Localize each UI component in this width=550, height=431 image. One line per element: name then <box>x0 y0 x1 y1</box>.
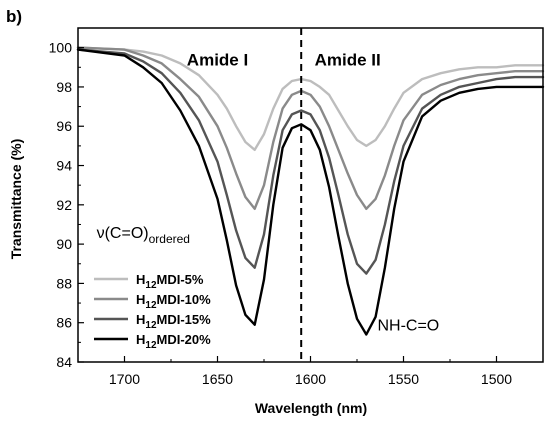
plot-area <box>76 28 545 362</box>
y-tick-label: 86 <box>56 315 72 331</box>
y-tick-label: 94 <box>56 158 72 174</box>
x-tick-label: 1700 <box>109 371 140 387</box>
x-tick-label: 1550 <box>388 371 419 387</box>
plot-frame <box>77 27 544 363</box>
y-tick-label: 88 <box>56 275 72 291</box>
series-line-1 <box>76 46 545 151</box>
y-tick-label: 96 <box>56 118 72 134</box>
annotation-2: NH-C=O <box>377 318 439 335</box>
y-tick-label: 92 <box>56 197 72 213</box>
series-line-2 <box>76 46 545 210</box>
axes: 1700 1650 1600 1550 1500 84 86 88 90 92 94 96 98 100 <box>49 27 544 387</box>
annotation-1: ν(C=O)ordered <box>97 225 190 246</box>
series-line-3 <box>76 48 545 275</box>
x-tick-label: 1650 <box>202 371 233 387</box>
legend-label-2: H12MDI-10% <box>136 292 211 311</box>
region-label-1: Amide I <box>187 51 248 70</box>
x-axis-label: Wavelength (nm) <box>255 400 367 416</box>
legend-label-3: H12MDI-15% <box>136 312 211 331</box>
y-tick-label: 100 <box>49 40 73 56</box>
y-tick-label: 90 <box>56 236 72 252</box>
annotations: Amide I Amide II ν(C=O)ordered NH-C=O <box>97 51 440 335</box>
panel-label: b) <box>6 7 22 26</box>
y-tick-label: 98 <box>56 79 72 95</box>
legend-label-4: H12MDI-20% <box>136 332 211 351</box>
series-line-4 <box>76 48 545 336</box>
region-label-2: Amide II <box>315 51 381 70</box>
y-tick-label: 84 <box>56 354 72 370</box>
x-tick-label: 1500 <box>481 371 512 387</box>
legend: H12MDI-5%H12MDI-10%H12MDI-15%H12MDI-20% <box>94 272 211 351</box>
y-axis-label: Transmittance (%) <box>8 139 24 260</box>
legend-label-1: H12MDI-5% <box>136 272 204 291</box>
x-tick-label: 1600 <box>295 371 326 387</box>
